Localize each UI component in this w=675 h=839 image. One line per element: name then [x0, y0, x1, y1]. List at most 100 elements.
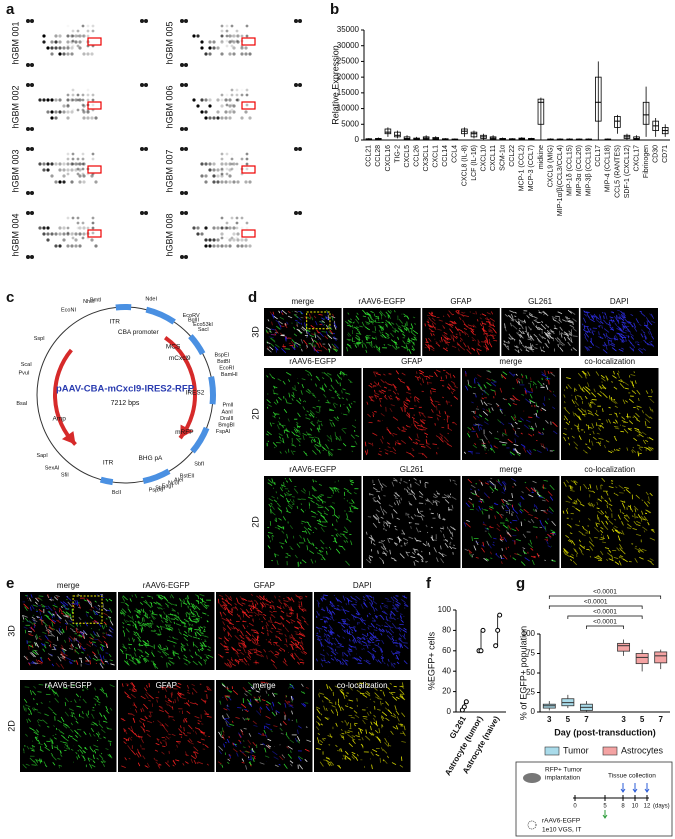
texture — [589, 536, 593, 542]
texture — [588, 346, 593, 349]
texture — [317, 495, 322, 502]
x-tick-label: midkine — [538, 145, 545, 169]
texture — [474, 377, 477, 379]
feature-label: ITR — [109, 318, 120, 325]
texture — [618, 327, 621, 331]
texture — [368, 557, 372, 562]
texture — [247, 652, 253, 655]
texture — [97, 649, 100, 655]
texture — [439, 514, 441, 520]
blot-spot — [232, 232, 236, 236]
texture — [329, 419, 333, 422]
blot-spot — [200, 46, 204, 50]
texture — [587, 371, 591, 377]
texture — [410, 525, 412, 529]
texture — [377, 495, 381, 500]
texture — [602, 541, 607, 544]
texture — [357, 658, 362, 662]
texture — [418, 369, 425, 374]
texture — [292, 639, 298, 642]
texture — [414, 420, 419, 425]
texture — [375, 626, 378, 630]
blot-spot — [230, 39, 234, 43]
texture — [300, 390, 303, 395]
texture — [321, 331, 327, 333]
blot-spot — [200, 110, 204, 114]
texture — [357, 341, 362, 344]
texture — [324, 315, 331, 321]
texture — [353, 492, 357, 495]
texture — [587, 446, 592, 450]
texture — [335, 519, 338, 523]
texture — [455, 310, 459, 314]
texture — [451, 504, 454, 509]
texture — [270, 343, 275, 347]
texture — [540, 409, 543, 411]
texture — [288, 490, 290, 492]
texture — [271, 613, 276, 618]
texture — [327, 439, 330, 442]
blot-spot — [74, 238, 78, 242]
texture — [347, 332, 352, 337]
texture — [319, 553, 323, 557]
blot-spot — [230, 24, 234, 28]
texture — [321, 320, 325, 324]
texture — [446, 443, 453, 447]
texture — [412, 441, 418, 445]
texture — [134, 594, 138, 599]
texture — [388, 321, 392, 326]
texture — [483, 446, 486, 451]
site-label: DraIII — [220, 416, 234, 422]
texture — [334, 390, 337, 393]
texture — [572, 560, 578, 566]
texture — [301, 326, 308, 332]
texture — [424, 432, 429, 436]
texture — [195, 617, 200, 620]
texture — [624, 318, 630, 324]
texture — [368, 536, 373, 540]
texture — [177, 656, 181, 660]
texture — [622, 399, 626, 405]
texture — [534, 422, 538, 428]
texture — [291, 442, 297, 448]
texture — [650, 320, 656, 324]
blot-spot — [66, 103, 70, 107]
texture — [379, 326, 385, 330]
texture — [334, 487, 340, 490]
texture — [493, 339, 498, 342]
blot-spot — [230, 236, 234, 240]
blot-spot — [26, 191, 30, 195]
texture — [621, 502, 625, 508]
texture — [283, 602, 287, 608]
texture — [307, 373, 310, 376]
texture — [136, 658, 141, 663]
texture — [290, 548, 294, 550]
texture — [370, 623, 375, 628]
texture — [538, 311, 542, 314]
texture — [589, 328, 592, 331]
texture — [479, 438, 482, 441]
blot-spot — [235, 88, 239, 92]
texture — [602, 344, 606, 347]
texture — [393, 479, 397, 482]
texture — [601, 384, 607, 390]
panel-header: merge — [499, 357, 522, 366]
texture — [379, 614, 385, 620]
texture — [165, 623, 169, 630]
texture — [499, 387, 503, 393]
texture — [480, 399, 484, 405]
texture — [419, 375, 421, 380]
texture — [236, 649, 242, 651]
texture — [274, 346, 279, 351]
texture — [242, 642, 245, 647]
texture — [598, 331, 600, 336]
texture — [331, 316, 334, 321]
texture — [469, 551, 471, 554]
blot-spot — [220, 180, 224, 184]
texture — [575, 524, 580, 527]
texture — [310, 439, 313, 444]
texture — [359, 325, 363, 328]
texture — [318, 450, 321, 454]
texture — [484, 527, 489, 531]
blot-spot — [91, 231, 95, 235]
